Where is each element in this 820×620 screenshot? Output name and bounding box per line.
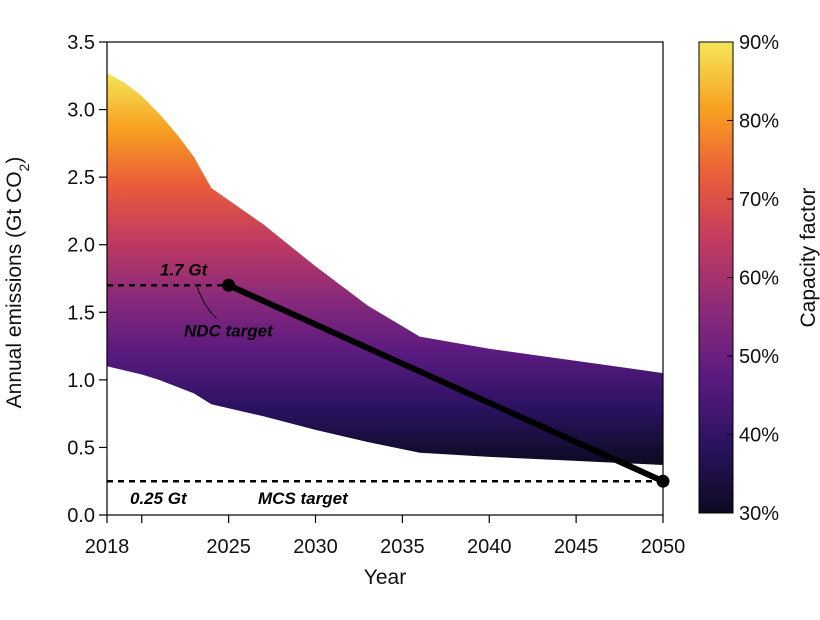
ndc-value-label: 1.7 Gt (160, 260, 209, 279)
pathway-point (222, 278, 236, 292)
colorbar-tick-label: 30% (739, 503, 779, 525)
ndc-target-label: NDC target (184, 321, 274, 340)
y-tick-label: 2.0 (67, 235, 95, 257)
colorbar-tick-label: 50% (739, 346, 779, 368)
y-tick-label: 1.5 (67, 302, 95, 324)
mcs-value-label: 0.25 Gt (130, 489, 188, 508)
y-tick-label: 3.0 (67, 100, 95, 122)
x-tick-label: 2040 (467, 536, 512, 558)
y-tick-label: 0.0 (67, 505, 95, 527)
x-tick-label: 2030 (293, 536, 338, 558)
colorbar-tick-label: 60% (739, 268, 779, 290)
x-tick-label: 2045 (554, 536, 599, 558)
colorbar-tick-label: 80% (739, 111, 779, 133)
x-axis-title: Year (364, 566, 406, 589)
mcs-target-label: MCS target (258, 489, 349, 508)
x-tick-label: 2035 (380, 536, 425, 558)
y-tick-label: 2.5 (67, 167, 95, 189)
y-tick-label: 0.5 (67, 437, 95, 459)
colorbar-tick-label: 40% (739, 425, 779, 447)
capacity-factor-band (107, 73, 663, 465)
colorbar-tick-label: 70% (739, 189, 779, 211)
pathway-line (225, 282, 666, 485)
ndc-leader-line (196, 287, 217, 319)
x-tick-label: 2025 (206, 536, 251, 558)
x-tick-label: 2018 (85, 536, 130, 558)
y-axis-title: Annual emissions (Gt CO2) (3, 157, 32, 409)
y-tick-label: 3.5 (67, 32, 95, 54)
plot-frame (106, 41, 664, 516)
x-tick-label: 2050 (641, 536, 686, 558)
colorbar-title: Capacity factor (797, 187, 820, 327)
y-tick-label: 1.0 (67, 370, 95, 392)
colorbar-tick-label: 90% (739, 32, 779, 54)
